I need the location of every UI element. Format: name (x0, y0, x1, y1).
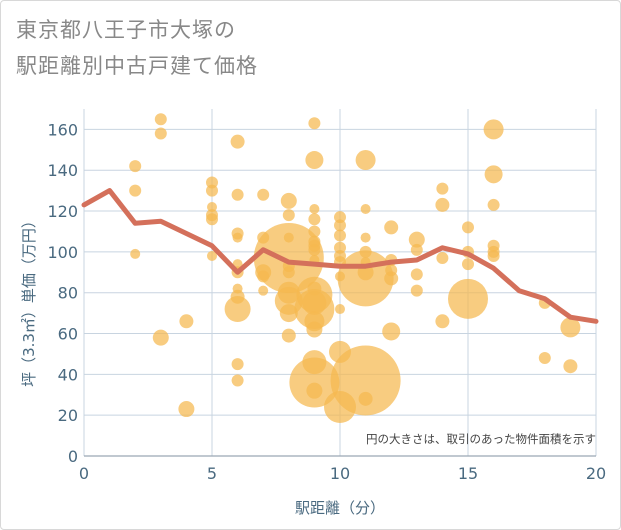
y-tick-label: 140 (47, 161, 78, 180)
bubble-point (206, 213, 218, 226)
bubble-point (560, 317, 581, 338)
bubble-point (335, 304, 345, 315)
bubble-point (384, 271, 399, 286)
bubble-point (462, 258, 474, 271)
bubble-point (282, 266, 295, 279)
bubble-point (207, 250, 217, 261)
bubble-point (435, 197, 450, 212)
bubble-point (487, 249, 500, 262)
bubble-point (129, 160, 142, 173)
bubble-point (308, 213, 321, 226)
chart-title-line1: 東京都八王子市大塚の (16, 18, 236, 42)
bubble-point (306, 382, 323, 399)
y-tick-label: 100 (47, 243, 78, 262)
bubble-point (410, 284, 423, 297)
bubble-point (436, 182, 449, 195)
bubble-point (224, 296, 251, 323)
bubble-point (487, 198, 500, 211)
bubble-point (410, 268, 423, 281)
bubble-point (308, 225, 321, 238)
bubble-point (154, 113, 167, 126)
bubble-point (462, 221, 474, 234)
bubble-point (308, 243, 321, 256)
bubble-point (258, 285, 269, 296)
bubble-point (280, 192, 297, 209)
bubble-point (231, 374, 244, 387)
bubble-point (538, 352, 551, 365)
bubble-point (360, 204, 371, 215)
bubble-point (355, 150, 376, 171)
bubble-point (152, 329, 169, 346)
x-tick-label: 20 (586, 464, 606, 483)
y-tick-label: 60 (58, 325, 78, 344)
size-annotation: 円の大きさは、取引のあった物件面積を示す (366, 432, 596, 446)
y-axis-label: 坪（3.3㎡）単価（万円） (20, 213, 38, 387)
bubble-point (253, 223, 324, 294)
bubble-point (207, 201, 217, 212)
bubble-point (179, 314, 194, 329)
bubble-point (384, 220, 399, 235)
bubble-point (360, 232, 371, 243)
gridlines (83, 109, 597, 457)
bubble-point (230, 134, 245, 149)
x-axis-label: 駅距離（分） (295, 499, 385, 517)
bubble-point (309, 204, 320, 215)
bubble-point (410, 243, 423, 256)
y-tick-label: 160 (47, 120, 78, 139)
x-tick-label: 10 (330, 464, 350, 483)
x-tick-label: 0 (79, 464, 89, 483)
x-tick-label: 5 (207, 464, 217, 483)
y-tick-label: 120 (47, 202, 78, 221)
bubble-point (334, 229, 346, 242)
bubble-point (334, 219, 346, 232)
trend-line (81, 188, 599, 324)
bubble-point (408, 231, 425, 248)
bubble-point (308, 117, 321, 130)
bubble-point (232, 232, 243, 243)
bubble-point (231, 188, 244, 201)
bubble-point (358, 391, 373, 406)
y-tick-label: 20 (58, 406, 78, 425)
chart-title-line2: 駅距離別中古戸建て価格 (16, 54, 258, 78)
bubble-point (281, 328, 296, 343)
bubble-point (436, 252, 449, 265)
y-tick-label: 0 (68, 447, 78, 466)
bubble-point (282, 209, 295, 222)
bubble-point (129, 184, 142, 197)
bubble-point (294, 289, 335, 330)
y-tick-label: 40 (58, 365, 78, 384)
bubble-point (306, 321, 323, 338)
bubble-point (130, 248, 141, 259)
bubble-point (435, 314, 450, 329)
x-tick-label: 15 (458, 464, 478, 483)
bubble-point (279, 304, 298, 323)
bubble-point (382, 322, 401, 341)
bubble-point (305, 151, 324, 170)
bubble-point (154, 127, 167, 140)
bubble-point (231, 358, 244, 371)
bubble-point (484, 165, 503, 184)
bubble-point (448, 278, 488, 319)
bubble-point (178, 401, 195, 418)
bubble-point (289, 357, 340, 408)
bubble-point (257, 188, 270, 201)
tick-labels: 0 20 40 60 80 100 120 140 160 0 5 10 15 20 (47, 120, 606, 483)
bubble-point (206, 184, 218, 197)
bubble-point (483, 119, 504, 140)
bubble-point (563, 359, 578, 374)
y-tick-label: 80 (58, 284, 78, 303)
bubble-point (330, 345, 401, 416)
